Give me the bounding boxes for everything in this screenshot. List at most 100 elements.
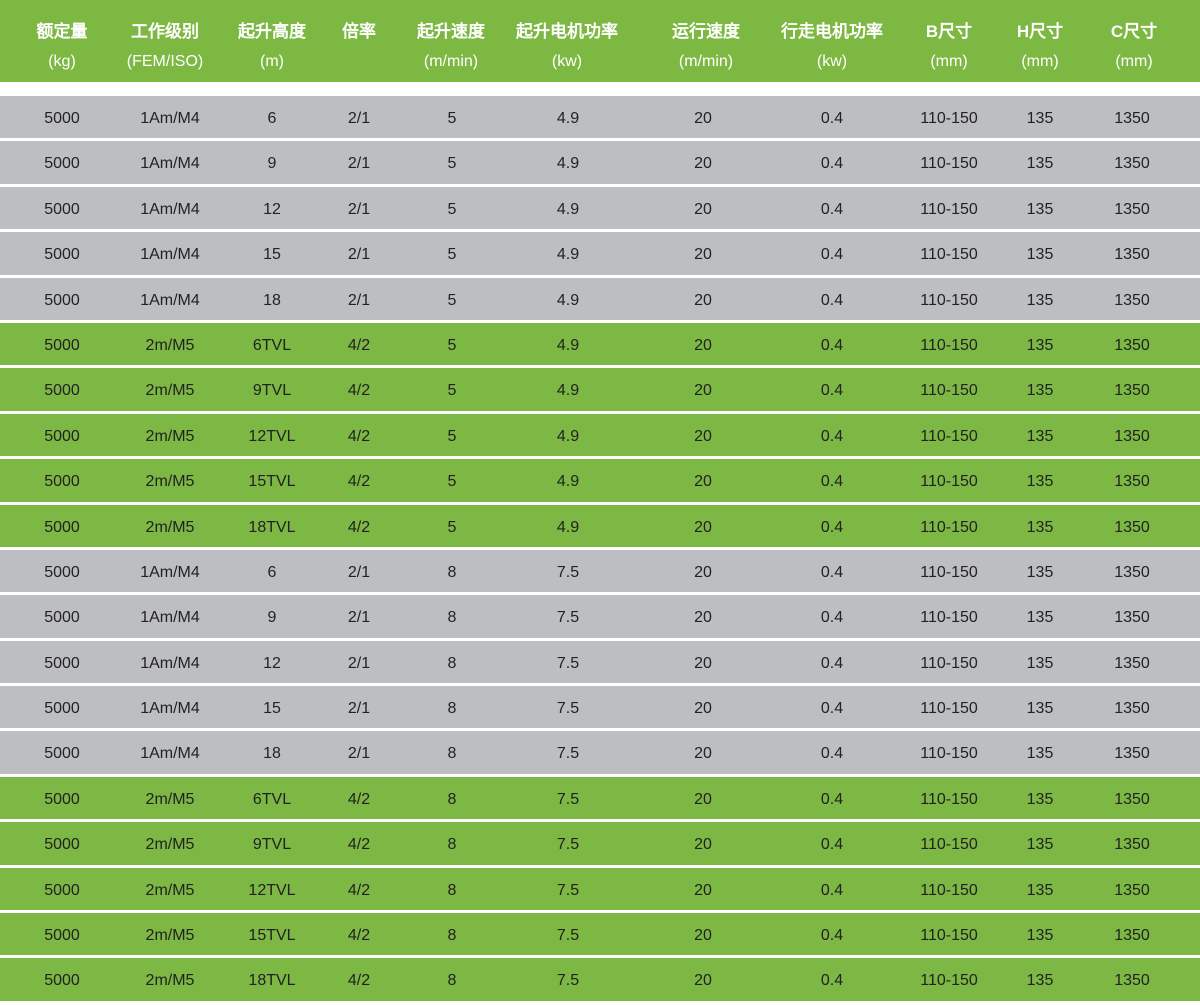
table-row: 5000 2m/M5 18TVL 4/2 8 7.5 20 0.4 110-150 135 1350 [0, 958, 1200, 1001]
cell-h-size: 135 [1026, 654, 1054, 672]
cell-b-size: 110-150 [920, 291, 978, 309]
table-row: 5000 2m/M5 6TVL 4/2 8 7.5 20 0.4 110-150 135 1350 [0, 776, 1200, 820]
cell-c-size: 1350 [1114, 336, 1150, 354]
cell-reeving: 4/2 [347, 518, 371, 536]
cell-travel-motor-power: 0.4 [820, 972, 844, 990]
cell-c-size: 1350 [1114, 110, 1150, 127]
cell-rated-load: 5000 [44, 246, 80, 264]
cell-h-size: 135 [1026, 382, 1054, 400]
cell-travel-speed: 20 [694, 518, 712, 536]
header-title: H尺寸 [1016, 22, 1064, 41]
cell-work-class: 1Am/M4 [140, 155, 200, 173]
cell-lift-speed: 5 [447, 155, 457, 173]
cell-work-class: 2m/M5 [145, 427, 195, 445]
cell-lift-height: 15TVL [248, 473, 296, 491]
cell-reeving: 4/2 [347, 336, 371, 354]
cell-lift-speed: 5 [447, 518, 457, 536]
cell-reeving: 2/1 [347, 246, 371, 264]
cell-lift-motor-power: 7.5 [556, 972, 580, 990]
cell-b-size: 110-150 [920, 836, 978, 854]
cell-reeving: 2/1 [347, 110, 371, 127]
table-row: 5000 1Am/M4 18 2/1 5 4.9 20 0.4 110-150 135 1350 [0, 277, 1200, 320]
cell-travel-motor-power: 0.4 [820, 609, 844, 627]
cell-rated-load: 5000 [44, 927, 80, 945]
cell-rated-load: 5000 [44, 972, 80, 990]
header-title: 倍率 [342, 22, 376, 41]
table-row: 5000 1Am/M4 15 2/1 8 7.5 20 0.4 110-150 135 1350 [0, 686, 1200, 729]
cell-work-class: 2m/M5 [145, 382, 195, 400]
header-rated-load: 额定量 (kg) [37, 0, 88, 82]
cell-h-size: 135 [1026, 518, 1054, 536]
cell-reeving: 2/1 [347, 700, 371, 718]
cell-lift-speed: 5 [447, 336, 457, 354]
cell-c-size: 1350 [1114, 427, 1150, 445]
cell-lift-speed: 8 [447, 700, 457, 718]
cell-b-size: 110-150 [920, 654, 978, 672]
table-body: 5000 1Am/M4 6 2/1 5 4.9 20 0.4 110-150 135 1350 500… [0, 96, 1200, 1004]
cell-travel-speed: 20 [694, 654, 712, 672]
cell-travel-speed: 20 [694, 745, 712, 763]
header-unit: (mm) [1115, 53, 1153, 70]
cell-travel-speed: 20 [694, 291, 712, 309]
cell-work-class: 1Am/M4 [140, 700, 200, 718]
cell-rated-load: 5000 [44, 790, 80, 808]
cell-lift-motor-power: 4.9 [556, 473, 580, 491]
header-title: 行走电机功率 [781, 22, 883, 41]
cell-h-size: 135 [1026, 110, 1054, 127]
cell-c-size: 1350 [1114, 745, 1150, 763]
cell-h-size: 135 [1026, 836, 1054, 854]
cell-reeving: 2/1 [347, 745, 371, 763]
cell-reeving: 4/2 [347, 382, 371, 400]
cell-lift-motor-power: 4.9 [556, 291, 580, 309]
cell-rated-load: 5000 [44, 836, 80, 854]
cell-lift-motor-power: 7.5 [556, 927, 580, 945]
cell-travel-speed: 20 [694, 700, 712, 718]
cell-h-size: 135 [1026, 563, 1054, 581]
cell-c-size: 1350 [1114, 927, 1150, 945]
header-unit: (FEM/ISO) [126, 53, 204, 70]
cell-reeving: 4/2 [347, 927, 371, 945]
cell-travel-speed: 20 [694, 881, 712, 899]
cell-h-size: 135 [1026, 246, 1054, 264]
cell-c-size: 1350 [1114, 654, 1150, 672]
cell-rated-load: 5000 [44, 700, 80, 718]
cell-rated-load: 5000 [44, 427, 80, 445]
cell-lift-motor-power: 4.9 [556, 110, 580, 127]
cell-rated-load: 5000 [44, 200, 80, 218]
cell-reeving: 4/2 [347, 427, 371, 445]
cell-rated-load: 5000 [44, 518, 80, 536]
cell-travel-motor-power: 0.4 [820, 246, 844, 264]
header-title: 额定量 [36, 22, 88, 41]
cell-h-size: 135 [1026, 473, 1054, 491]
cell-travel-motor-power: 0.4 [820, 700, 844, 718]
cell-c-size: 1350 [1114, 881, 1150, 899]
header-unit: (m/min) [678, 53, 734, 70]
cell-b-size: 110-150 [920, 700, 978, 718]
cell-c-size: 1350 [1114, 473, 1150, 491]
table-row: 5000 2m/M5 9TVL 4/2 5 4.9 20 0.4 110-150 135 1350 [0, 368, 1200, 411]
cell-work-class: 2m/M5 [145, 790, 195, 808]
cell-travel-speed: 20 [694, 336, 712, 354]
cell-lift-speed: 5 [447, 246, 457, 264]
header-travel-motor-power: 行走电机功率 (kw) [781, 0, 883, 82]
cell-lift-motor-power: 4.9 [556, 518, 580, 536]
cell-travel-motor-power: 0.4 [820, 790, 844, 808]
table-row: 5000 1Am/M4 12 2/1 5 4.9 20 0.4 110-150 135 1350 [0, 186, 1200, 230]
cell-lift-motor-power: 4.9 [556, 427, 580, 445]
header-b-size: B尺寸 (mm) [926, 0, 972, 82]
cell-work-class: 1Am/M4 [140, 609, 200, 627]
cell-lift-speed: 8 [447, 563, 457, 581]
cell-lift-motor-power: 7.5 [556, 700, 580, 718]
table-row: 5000 2m/M5 12TVL 4/2 8 7.5 20 0.4 110-150 135 1350 [0, 867, 1200, 911]
header-title: 运行速度 [672, 22, 740, 41]
cell-h-size: 135 [1026, 881, 1054, 899]
cell-rated-load: 5000 [44, 563, 80, 581]
cell-lift-height: 18TVL [248, 972, 296, 990]
cell-b-size: 110-150 [920, 609, 978, 627]
header-title: B尺寸 [925, 22, 973, 41]
cell-b-size: 110-150 [920, 927, 978, 945]
cell-b-size: 110-150 [920, 473, 978, 491]
table-row: 5000 2m/M5 15TVL 4/2 5 4.9 20 0.4 110-150 135 1350 [0, 459, 1200, 502]
cell-reeving: 2/1 [347, 563, 371, 581]
cell-travel-speed: 20 [694, 473, 712, 491]
